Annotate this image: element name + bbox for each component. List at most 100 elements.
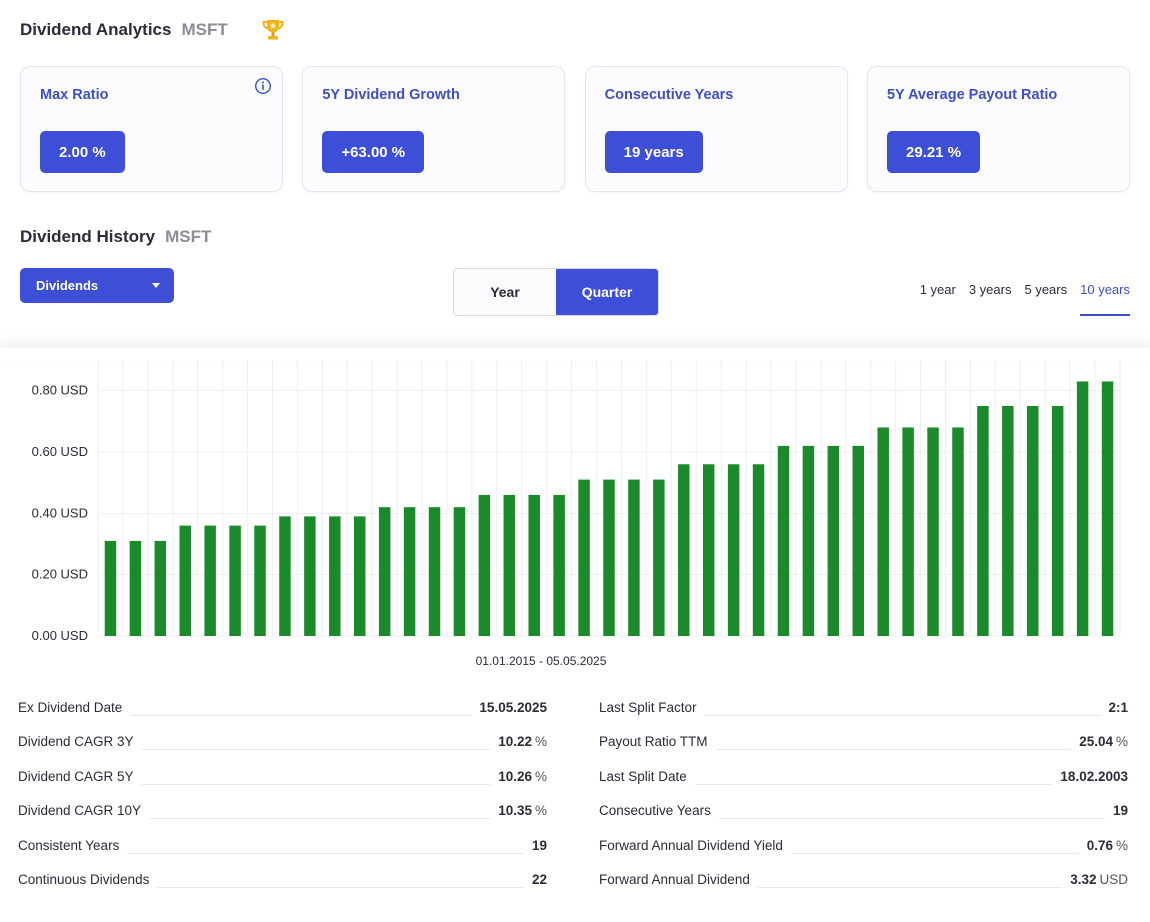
dividend-bar[interactable] — [403, 507, 416, 636]
dotted-leader — [790, 838, 1079, 854]
dividend-bar[interactable] — [229, 525, 241, 636]
dividend-bar[interactable] — [503, 494, 516, 636]
stat-label: Last Split Date — [599, 768, 687, 784]
dropdown-label: Dividends — [36, 278, 99, 293]
chart-divider — [0, 348, 1150, 362]
dividend-bar[interactable] — [553, 494, 565, 636]
dividend-bar[interactable] — [628, 479, 640, 636]
dividend-bar[interactable] — [204, 525, 216, 636]
stat-row: Dividend CAGR 5Y 10.26% — [18, 769, 547, 803]
dividend-bar[interactable] — [727, 464, 740, 636]
dividend-bar[interactable] — [578, 479, 590, 636]
dividend-bar[interactable] — [827, 445, 840, 636]
tab-1-year[interactable]: 1 year — [919, 282, 956, 297]
dividend-bar[interactable] — [1101, 381, 1114, 636]
stat-label: Ex Dividend Date — [18, 700, 123, 715]
card-max-ratio: Max Ratio 2.00 % — [20, 66, 283, 192]
stat-row: Last Split Factor 2:1 — [599, 700, 1128, 734]
dotted-leader — [127, 838, 524, 854]
dividend-bar[interactable] — [603, 479, 615, 636]
dividend-bar[interactable] — [304, 516, 316, 636]
stat-row: Continuous Dividends 22 — [18, 872, 547, 906]
metric-dropdown[interactable]: Dividends — [20, 268, 174, 303]
trophy-icon — [260, 17, 286, 43]
card-value: +63.00 % — [322, 131, 425, 173]
dividend-bar[interactable] — [902, 427, 914, 636]
stat-value-number: 18.02.2003 — [1060, 768, 1128, 784]
card-label: Consecutive Years — [604, 87, 734, 103]
dividend-bar[interactable] — [977, 406, 989, 636]
dividend-bar[interactable] — [179, 525, 191, 636]
dividend-bar[interactable] — [653, 479, 665, 636]
card-5y-average-payout-ratio: 5Y Average Payout Ratio 29.21 % — [866, 66, 1130, 192]
dividend-bar[interactable] — [952, 427, 964, 636]
toggle-quarter[interactable]: Quarter — [556, 269, 658, 315]
dividend-bar[interactable] — [752, 464, 765, 636]
stat-unit: % — [534, 768, 547, 784]
dividend-bar[interactable] — [104, 540, 117, 636]
range-tabs: 1 year 3 years 5 years 10 years — [920, 282, 1130, 316]
stat-row: Dividend CAGR 10Y 10.35% — [18, 803, 547, 837]
dotted-leader — [149, 803, 491, 820]
section-title: Dividend History — [20, 227, 156, 246]
dividend-bar[interactable] — [154, 540, 167, 636]
stat-label: Forward Annual Dividend Yield — [599, 837, 783, 853]
card-5y-dividend-growth: 5Y Dividend Growth +63.00 % — [302, 66, 566, 192]
stat-row: Payout Ratio TTM 25.04% — [599, 734, 1128, 768]
stat-value-number: 0.76 — [1086, 837, 1113, 853]
dividend-bar[interactable] — [453, 507, 466, 636]
dividend-bar[interactable] — [378, 507, 391, 636]
dividend-bar[interactable] — [927, 427, 939, 636]
dividend-bar[interactable] — [1076, 381, 1089, 636]
stat-value: 19 — [524, 838, 547, 853]
stat-value: 3.32 USD — [1062, 872, 1128, 887]
dividend-bar[interactable] — [678, 464, 690, 636]
y-tick-label: 0.20 USD — [32, 567, 88, 582]
analytics-header: Dividend Analytics MSFT — [20, 17, 286, 43]
chart-svg: 0.00 USD 0.20 USD 0.40 USD 0.60 USD 0.80 USD — [32, 360, 1121, 643]
y-tick-label: 0.60 USD — [32, 444, 88, 459]
card-value: 19 years — [604, 131, 703, 173]
dotted-leader — [704, 700, 1101, 716]
dividend-bar[interactable] — [279, 516, 291, 636]
toggle-year[interactable]: Year — [454, 269, 556, 315]
chevron-down-icon — [152, 283, 160, 288]
history-header: Dividend History MSFT — [20, 227, 211, 247]
ticker-symbol: MSFT — [181, 20, 228, 39]
info-icon[interactable] — [254, 77, 272, 95]
tab-10-years[interactable]: 10 years — [1080, 282, 1130, 316]
dividend-bar[interactable] — [329, 516, 341, 636]
chart-date-range: 01.01.2015 - 05.05.2025 — [475, 654, 607, 668]
dotted-leader — [757, 872, 1063, 888]
stats-column-left: Ex Dividend Date 15.05.2025 Dividend CAGR … — [18, 700, 547, 906]
card-consecutive-years: Consecutive Years 19 years — [584, 66, 848, 192]
dividend-bar[interactable] — [1051, 406, 1064, 636]
stat-value-number: 10.35 — [498, 803, 532, 819]
card-label: Max Ratio — [40, 87, 109, 103]
dividend-bar[interactable] — [852, 445, 865, 636]
stat-row: Consistent Years 19 — [18, 838, 547, 872]
stat-row: Ex Dividend Date 15.05.2025 — [18, 700, 547, 734]
stat-value: 18.02.2003 — [1052, 769, 1128, 784]
stat-value: 10.26% — [490, 769, 547, 784]
dividend-bar[interactable] — [428, 507, 441, 636]
dividend-bar[interactable] — [478, 494, 491, 636]
tab-5-years[interactable]: 5 years — [1024, 282, 1068, 297]
dividend-bar[interactable] — [802, 445, 815, 636]
dividend-bar[interactable] — [528, 494, 540, 636]
stat-value: 22 — [524, 872, 547, 887]
stat-value-number: 10.26 — [498, 768, 532, 784]
dividend-bar[interactable] — [777, 445, 790, 636]
dotted-leader — [141, 734, 491, 751]
dividend-bar[interactable] — [1027, 406, 1039, 636]
dividend-bar[interactable] — [1002, 406, 1014, 636]
dividend-bar[interactable] — [254, 525, 266, 636]
stat-unit: % — [1115, 734, 1128, 750]
tab-3-years[interactable]: 3 years — [968, 282, 1012, 297]
dividend-bar[interactable] — [702, 464, 715, 636]
stat-value: 10.35% — [490, 803, 547, 818]
y-tick-label: 0.40 USD — [32, 505, 88, 520]
dividend-bar[interactable] — [353, 516, 366, 636]
dividend-bar[interactable] — [129, 540, 142, 636]
dividend-bar[interactable] — [877, 427, 889, 636]
